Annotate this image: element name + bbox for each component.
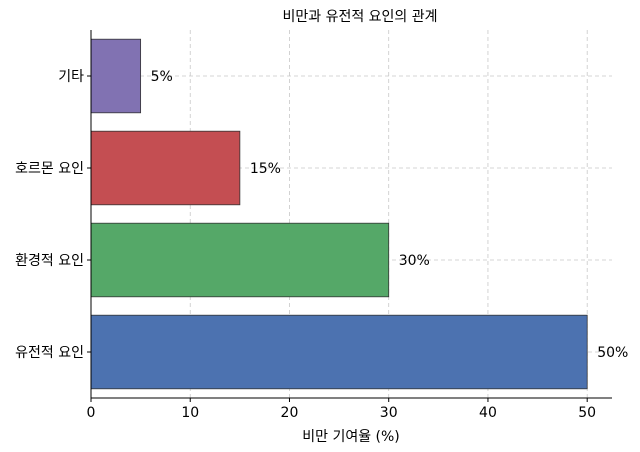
chart-title: 비만과 유전적 요인의 관계 xyxy=(282,9,437,25)
data-label: 50% xyxy=(597,345,628,361)
x-ticks: 0 10 20 30 40 50 xyxy=(87,398,596,421)
y-tick-label: 환경적 요인 xyxy=(15,253,84,269)
x-tick-label: 50 xyxy=(578,405,596,421)
x-tick-label: 0 xyxy=(87,405,96,421)
y-ticks: 유전적 요인 환경적 요인 호르몬 요인 기타 xyxy=(15,69,91,361)
bars xyxy=(90,38,588,390)
x-tick-label: 10 xyxy=(181,405,199,421)
x-tick-label: 20 xyxy=(281,405,299,421)
data-label: 30% xyxy=(399,253,430,269)
bar xyxy=(90,130,241,206)
data-label: 5% xyxy=(151,69,173,85)
x-axis-label: 비만 기여율 (%) xyxy=(302,429,400,445)
axes xyxy=(90,30,612,399)
data-labels: 50% 30% 15% 5% xyxy=(151,69,629,361)
bar xyxy=(90,222,390,298)
bar xyxy=(90,38,142,114)
x-tick-label: 40 xyxy=(479,405,497,421)
y-tick-label: 기타 xyxy=(58,69,84,85)
data-label: 15% xyxy=(250,161,281,177)
y-tick-label: 유전적 요인 xyxy=(15,345,84,361)
x-tick-label: 30 xyxy=(380,405,398,421)
y-tick-label: 호르몬 요인 xyxy=(15,161,84,177)
bar xyxy=(90,314,588,390)
